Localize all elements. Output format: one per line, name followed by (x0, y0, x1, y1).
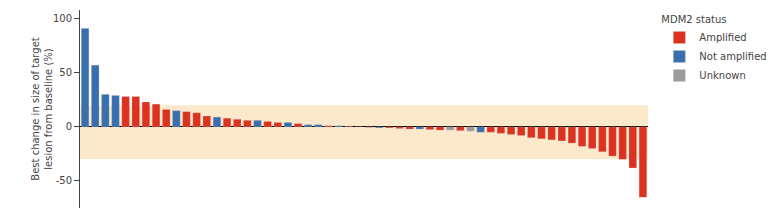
svg-text:0: 0 (66, 121, 72, 132)
svg-text:Unknown: Unknown (699, 70, 745, 81)
svg-text:100: 100 (53, 13, 72, 24)
svg-text:Not amplified: Not amplified (699, 51, 766, 62)
svg-text:-50: -50 (56, 175, 72, 186)
svg-text:MDM2 status: MDM2 status (661, 14, 726, 25)
svg-text:50: 50 (59, 67, 72, 78)
svg-text:Amplified: Amplified (699, 32, 746, 43)
svg-text:Best change in size of targetl: Best change in size of targetlesion from… (30, 37, 54, 180)
